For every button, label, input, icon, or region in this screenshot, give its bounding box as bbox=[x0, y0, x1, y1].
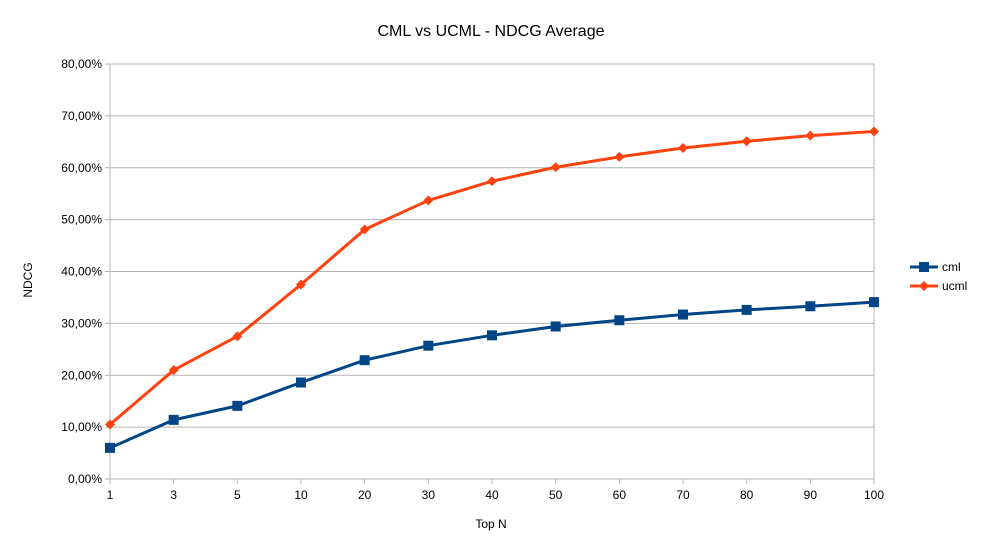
x-tick-label: 50 bbox=[549, 488, 563, 502]
x-tick-label: 100 bbox=[864, 488, 884, 502]
data-point-cml bbox=[232, 400, 243, 411]
data-point-ucml bbox=[487, 176, 497, 187]
series-group bbox=[105, 126, 879, 453]
x-tick-label: 5 bbox=[234, 488, 241, 502]
data-point-ucml bbox=[359, 224, 370, 235]
y-tick-label: 10,00% bbox=[61, 420, 102, 434]
legend-item-cml: cml bbox=[910, 260, 961, 274]
data-point-ucml bbox=[105, 419, 115, 430]
data-point-cml bbox=[423, 340, 434, 351]
data-point-cml bbox=[359, 355, 370, 366]
x-axis-label: Top N bbox=[475, 517, 506, 531]
x-tick-label: 30 bbox=[422, 488, 436, 502]
legend-item-ucml: ucml bbox=[910, 279, 967, 293]
y-tick-labels: 0,00% 10,00% 20,00% 30,00% 40,00% 50,00% 60,00… bbox=[61, 57, 102, 486]
data-point-cml bbox=[614, 315, 625, 326]
y-tick-label: 0,00% bbox=[68, 472, 102, 486]
y-axis-label: NDCG bbox=[21, 262, 35, 297]
y-tick-label: 80,00% bbox=[61, 57, 102, 71]
legend-label-ucml: ucml bbox=[942, 279, 967, 293]
x-tick-label: 60 bbox=[613, 488, 627, 502]
data-point-cml bbox=[296, 377, 306, 388]
x-tick-labels: 1 3 5 10 20 30 40 50 60 70 80 90 100 bbox=[107, 488, 885, 502]
legend-marker-cml bbox=[919, 262, 929, 272]
legend: cml ucml bbox=[910, 260, 967, 293]
data-point-cml bbox=[550, 321, 561, 332]
data-point-cml bbox=[168, 414, 179, 425]
axes bbox=[105, 63, 875, 484]
data-point-ucml bbox=[741, 136, 752, 147]
x-tick-label: 20 bbox=[358, 488, 372, 502]
data-point-cml bbox=[678, 309, 688, 320]
x-tick-label: 3 bbox=[170, 488, 177, 502]
x-tick-label: 90 bbox=[804, 488, 818, 502]
data-point-cml bbox=[805, 301, 816, 312]
x-tick-label: 40 bbox=[485, 488, 499, 502]
chart-title: CML vs UCML - NDCG Average bbox=[377, 23, 604, 40]
data-point-cml bbox=[869, 297, 879, 308]
x-tick-label: 1 bbox=[107, 488, 114, 502]
data-point-cml bbox=[487, 330, 497, 341]
data-point-ucml bbox=[296, 279, 306, 290]
legend-marker-ucml bbox=[919, 281, 929, 291]
series-line-ucml bbox=[109, 129, 875, 426]
data-point-ucml bbox=[869, 126, 879, 137]
y-tick-label: 40,00% bbox=[61, 265, 102, 279]
y-tick-label: 30,00% bbox=[61, 316, 102, 330]
series-ucml bbox=[105, 126, 879, 430]
y-tick-label: 20,00% bbox=[61, 368, 102, 382]
x-tick-label: 10 bbox=[294, 488, 308, 502]
data-point-cml bbox=[105, 442, 115, 453]
series-cml bbox=[105, 297, 879, 453]
x-tick-label: 70 bbox=[676, 488, 690, 502]
y-tick-label: 50,00% bbox=[61, 213, 102, 227]
x-tick-label: 80 bbox=[740, 488, 754, 502]
data-point-ucml bbox=[423, 195, 434, 206]
legend-label-cml: cml bbox=[942, 260, 961, 274]
data-point-ucml bbox=[232, 331, 243, 342]
data-point-ucml bbox=[168, 365, 179, 376]
y-tick-label: 60,00% bbox=[61, 161, 102, 175]
data-point-ucml bbox=[805, 130, 816, 141]
data-point-cml bbox=[741, 304, 752, 315]
grid-lines bbox=[110, 63, 874, 480]
data-point-ucml bbox=[550, 162, 561, 173]
data-point-ucml bbox=[614, 151, 625, 162]
data-point-ucml bbox=[678, 143, 688, 154]
y-tick-label: 70,00% bbox=[61, 109, 102, 123]
